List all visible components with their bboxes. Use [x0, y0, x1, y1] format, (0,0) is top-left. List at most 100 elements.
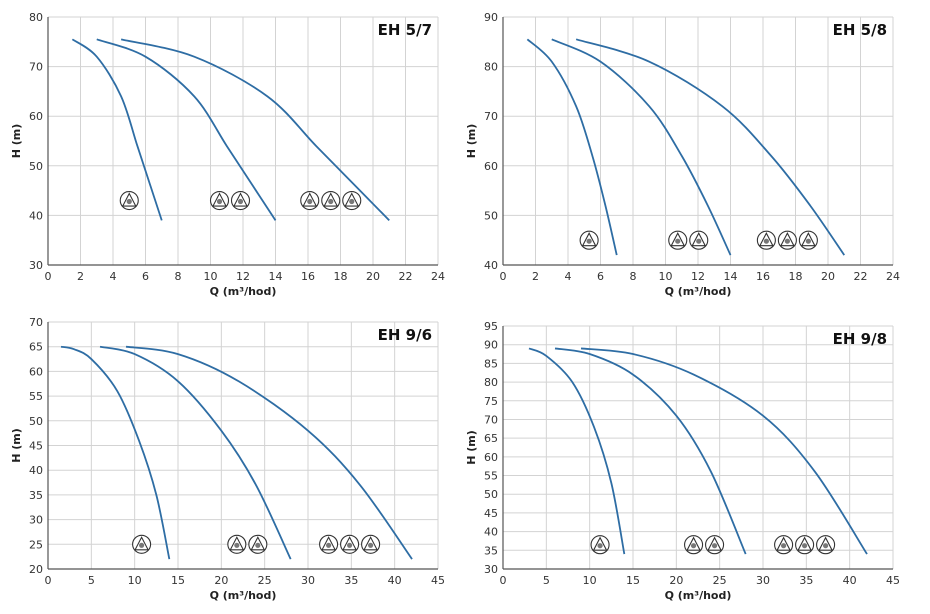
y-tick-label: 50 [484, 488, 498, 501]
pump-marker-1 [132, 534, 152, 554]
y-tick-label: 70 [29, 316, 43, 329]
y-tick-label: 80 [484, 61, 498, 74]
x-tick-label: 8 [630, 270, 637, 283]
x-tick-label: 0 [500, 270, 507, 283]
curve-2-pump [551, 38, 732, 256]
x-tick-label: 18 [334, 270, 348, 283]
x-tick-label: 45 [886, 574, 900, 587]
y-tick-label: 65 [484, 432, 498, 445]
chart-title: EH 9/6 [378, 326, 432, 344]
pump-icon [342, 190, 362, 211]
pump-icon [319, 534, 339, 554]
pump-icon [795, 535, 815, 555]
pump-icon [756, 230, 776, 250]
x-tick-label: 30 [301, 574, 315, 587]
x-tick-label: 10 [659, 270, 673, 283]
x-tick-label: 10 [128, 574, 142, 587]
y-tick-label: 40 [29, 209, 43, 222]
x-tick-label: 15 [626, 574, 640, 587]
pump-icon [227, 534, 247, 554]
x-tick-label: 25 [258, 574, 272, 587]
x-tick-label: 10 [204, 270, 218, 283]
y-tick-label: 45 [29, 440, 43, 453]
x-tick-label: 35 [344, 574, 358, 587]
y-tick-label: 65 [29, 341, 43, 354]
y-tick-label: 85 [484, 357, 498, 370]
chart-title: EH 5/7 [378, 21, 432, 39]
pump-icon [816, 535, 836, 555]
y-tick-label: 60 [484, 160, 498, 173]
pump-icon [774, 535, 794, 555]
x-tick-label: 6 [142, 270, 149, 283]
x-tick-label: 45 [431, 574, 445, 587]
x-tick-label: 4 [110, 270, 117, 283]
pump-icon [340, 534, 360, 554]
curve-2-pump [554, 347, 747, 555]
y-tick-label: 40 [484, 259, 498, 272]
y-tick-label: 80 [29, 11, 43, 24]
pump-icon [590, 535, 610, 555]
x-tick-label: 5 [88, 574, 95, 587]
curve-3-pump [120, 38, 390, 221]
x-axis-label: Q (m³/hod) [665, 589, 732, 602]
pump-marker-2 [209, 190, 251, 211]
x-tick-label: 16 [756, 270, 770, 283]
pump-icon [132, 534, 152, 554]
x-tick-label: 20 [366, 270, 380, 283]
y-tick-label: 40 [484, 526, 498, 539]
y-tick-label: 80 [484, 376, 498, 389]
x-tick-label: 16 [301, 270, 315, 283]
pump-marker-3 [319, 534, 381, 554]
y-tick-label: 70 [484, 413, 498, 426]
x-tick-label: 40 [388, 574, 402, 587]
chart-eh-9-6: 0 5 10 15 20 25 30 35 40 45 20 25 30 35 40 45 50 55 60 65 70… [10, 316, 445, 602]
curve-3-pump [580, 347, 868, 555]
pump-icon [361, 534, 381, 554]
y-tick-label: 90 [484, 11, 498, 24]
x-tick-label: 2 [77, 270, 84, 283]
x-tick-label: 0 [45, 574, 52, 587]
pump-icon [777, 230, 797, 250]
y-tick-label: 70 [484, 110, 498, 123]
pump-icon [798, 230, 818, 250]
chart-title: EH 9/8 [833, 330, 887, 348]
x-tick-label: 35 [799, 574, 813, 587]
x-tick-label: 0 [45, 270, 52, 283]
x-axis-label: Q (m³/hod) [210, 285, 277, 298]
y-tick-label: 50 [29, 160, 43, 173]
pump-icon [248, 534, 268, 554]
x-tick-label: 10 [583, 574, 597, 587]
y-axis-label: H (m) [465, 124, 478, 159]
pump-icon [321, 190, 341, 211]
curve-3-pump [575, 38, 845, 256]
pump-icon [668, 230, 688, 250]
y-tick-label: 50 [484, 209, 498, 222]
x-tick-label: 20 [669, 574, 683, 587]
y-tick-label: 35 [484, 544, 498, 557]
pump-marker-3 [300, 190, 362, 211]
grid [47, 321, 439, 570]
y-tick-label: 60 [484, 451, 498, 464]
x-tick-label: 22 [399, 270, 413, 283]
x-tick-label: 2 [532, 270, 539, 283]
x-tick-label: 5 [543, 574, 550, 587]
pump-icon [119, 190, 139, 211]
curve-1-pump [71, 38, 163, 221]
y-tick-label: 50 [29, 415, 43, 428]
curve-3-pump [125, 345, 413, 560]
pump-icon [684, 535, 704, 555]
x-tick-label: 18 [789, 270, 803, 283]
x-tick-label: 40 [843, 574, 857, 587]
x-tick-label: 12 [691, 270, 705, 283]
pump-marker-3 [756, 230, 818, 250]
y-tick-label: 25 [29, 538, 43, 551]
x-tick-label: 24 [431, 270, 445, 283]
y-tick-label: 20 [29, 563, 43, 576]
grid [47, 16, 439, 266]
pump-marker-2 [684, 535, 725, 555]
y-tick-label: 75 [484, 395, 498, 408]
pump-marker-3 [774, 535, 836, 555]
pump-icon [300, 190, 320, 211]
chart-title: EH 5/8 [833, 21, 887, 39]
